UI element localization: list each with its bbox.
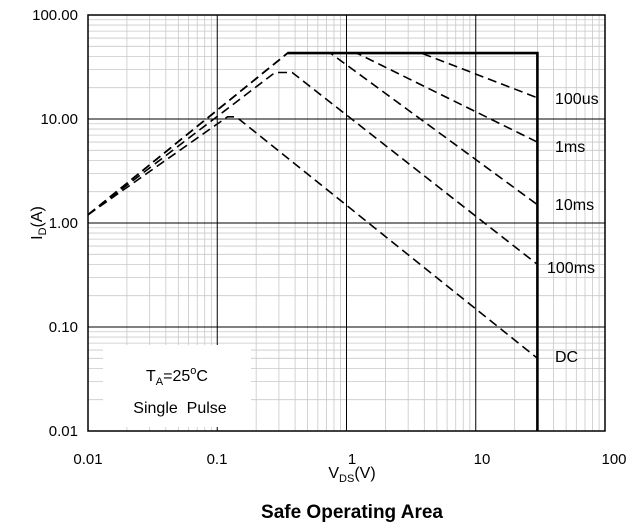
series-label-1ms: 1ms [555,139,585,156]
condition-annotation: TA=25oC Single Pulse [103,345,251,427]
x-tick-label: 1 [348,451,356,468]
annotation-box [103,345,251,427]
y-tick-label: 10.00 [40,111,78,128]
chart-lines [87,51,539,431]
chart-title: Safe Operating Area [261,502,443,523]
x-tick-label: 100 [601,451,626,468]
y-tick-label: 1.00 [49,215,78,232]
y-tick-label: 0.01 [49,423,78,440]
series-line-boundary [287,51,539,431]
plot-frame [87,14,606,432]
x-tick-label: 0.1 [207,451,228,468]
series-label-100ms: 100ms [547,260,595,277]
series-label-100us: 100us [555,91,599,108]
series-line-dc [87,116,538,359]
series-label-dc: DC [555,349,578,366]
x-axis-label: VDS(V) [328,465,375,485]
x-tick-labels: 0.01 0.1 1 10 100 [73,451,626,468]
series-line-100ms [87,71,538,266]
series-line-10ms [87,52,538,216]
y-tick-label: 0.10 [49,319,78,336]
y-tick-labels: 100.00 10.00 1.00 0.10 0.01 [32,7,78,440]
y-axis-label: ID(A) [29,206,49,240]
x-tick-label: 0.01 [73,451,102,468]
x-tick-label: 10 [474,451,491,468]
annotation-temperature: TA=25oC [146,365,208,388]
series-labels: 100us 1ms 10ms 100ms DC [547,91,599,366]
annotation-single-pulse: Single Pulse [133,400,226,417]
y-tick-label: 100.00 [32,7,78,24]
series-label-10ms: 10ms [555,197,594,214]
